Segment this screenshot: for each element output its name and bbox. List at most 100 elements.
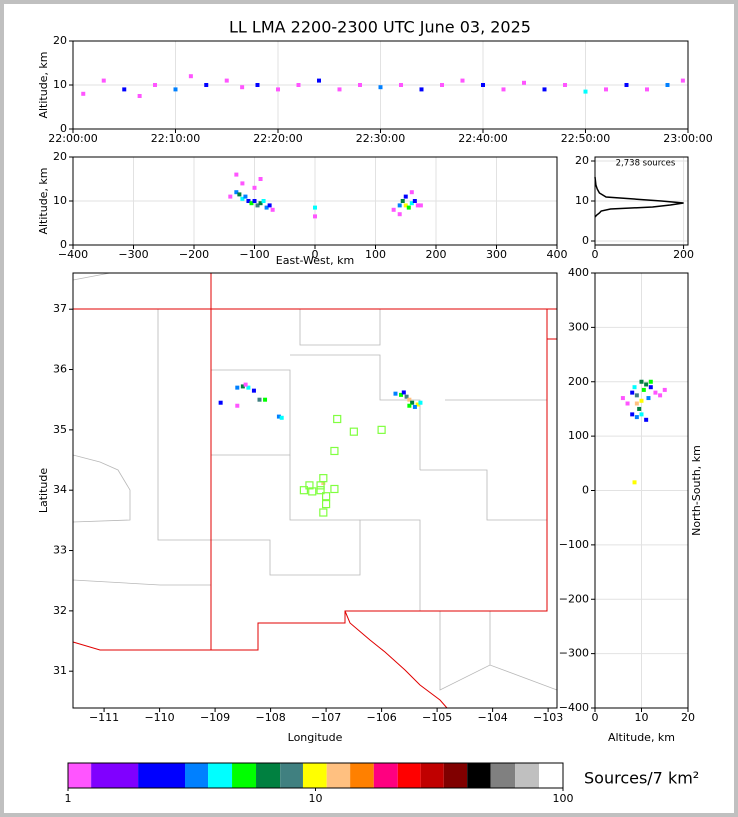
x-tick-label: 200 [426,248,447,261]
county-line [439,611,558,691]
map-lines [72,272,558,709]
x-tick-label: −107 [311,711,341,724]
station [299,486,308,495]
colorbar-segment [280,763,303,788]
source-point [662,387,667,392]
source-point [648,385,653,390]
source-point [412,404,417,409]
source-point [358,83,362,87]
plot-frame [72,272,558,709]
source-point [399,392,404,397]
colorbar-segment [91,763,139,788]
source-point [204,83,209,87]
y-tick-label: 0 [60,122,67,135]
x-tick-label: −104 [478,711,508,724]
source-point [218,400,223,405]
station [305,481,314,490]
x-tick-label: 0 [592,711,599,724]
x-axis-label: East-West, km [276,254,354,267]
colorbar-tick-label: 1 [65,792,72,805]
canvas [4,4,734,813]
county-line [211,519,421,611]
source-point [240,196,245,201]
colorbar-tick-label: 100 [553,792,574,805]
county-line [157,309,211,541]
source-point [240,181,245,186]
source-point [252,185,257,190]
y-tick-label: 0 [582,484,589,497]
source-point [173,87,178,92]
source-point [243,382,248,387]
x-tick-label: −300 [118,248,148,261]
source-point [81,91,86,96]
x-tick-label: 100 [365,248,386,261]
source-point [257,397,262,402]
source-point [644,382,649,387]
x-tick-label: 22:10:00 [151,132,200,145]
source-point [646,396,651,401]
source-point [237,192,242,197]
source-point [258,201,263,206]
x-tick-label: 300 [486,248,507,261]
x-tick-label: −400 [58,248,88,261]
y-tick-label: 200 [568,375,589,388]
station [316,481,325,490]
source-point [401,390,406,395]
county-line [72,579,211,586]
source-point [630,390,635,395]
source-point [625,401,630,406]
source-point [188,74,193,79]
x-tick-label: −200 [179,248,209,261]
y-tick-label: 34 [53,483,67,496]
source-point [251,388,256,393]
y-tick-label: 100 [568,429,589,442]
station [316,486,325,495]
station [349,427,358,436]
source-point [235,403,240,408]
x-tick-label: −108 [255,711,285,724]
source-point [644,417,649,422]
y-tick-label: 31 [53,664,67,677]
y-tick-label: 300 [568,320,589,333]
colorbar-segment [256,763,281,788]
source-point [276,414,281,419]
station [377,425,386,434]
x-tick-label: 20 [681,711,695,724]
annotation: 2,738 sources [616,159,676,169]
x-tick-label: 0 [592,248,599,261]
source-point [249,201,254,206]
source-point [252,199,257,203]
source-point [604,87,608,92]
source-point [634,393,639,398]
source-point [400,199,405,203]
x-tick-label: −106 [366,711,396,724]
source-point [415,203,420,208]
source-point [440,83,444,87]
source-point [240,85,245,90]
county-line [72,272,111,281]
source-point [228,194,233,199]
colorbar-tick-label: 10 [309,792,323,805]
plot-frame [594,272,689,709]
source-point [630,412,635,417]
colorbar-label: Sources/7 km² [584,769,699,788]
source-point [410,400,415,405]
source-point [634,415,639,420]
source-point [240,384,245,389]
source-point [378,85,383,90]
y-tick-label: 33 [53,544,67,557]
source-point [101,78,106,83]
y-axis-label: Latitude [37,468,50,514]
source-point [313,205,317,210]
x-axis-label: Altitude, km [608,731,675,744]
source-point [542,87,547,92]
colorbar-segment [397,763,421,788]
x-tick-label: −111 [89,711,119,724]
source-point [563,83,567,87]
colorbar-segment [443,763,468,788]
colorbar-segment [232,763,257,788]
source-point [235,385,240,390]
source-point [407,403,412,408]
